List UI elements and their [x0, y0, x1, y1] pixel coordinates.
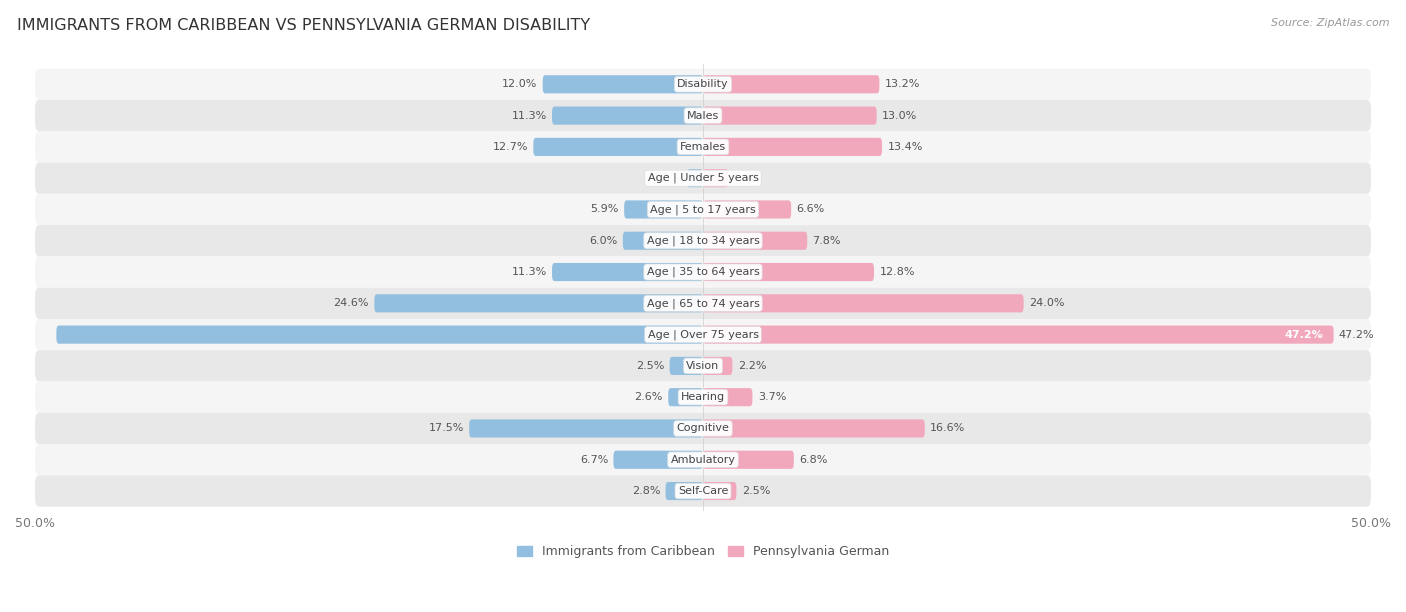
Text: 16.6%: 16.6% — [931, 424, 966, 433]
Text: Age | 35 to 64 years: Age | 35 to 64 years — [647, 267, 759, 277]
Text: 6.7%: 6.7% — [579, 455, 609, 465]
Text: 3.7%: 3.7% — [758, 392, 786, 402]
Text: 12.7%: 12.7% — [492, 142, 529, 152]
FancyBboxPatch shape — [35, 69, 1371, 100]
Text: 6.6%: 6.6% — [797, 204, 825, 214]
Text: Cognitive: Cognitive — [676, 424, 730, 433]
FancyBboxPatch shape — [668, 388, 703, 406]
Text: 6.8%: 6.8% — [799, 455, 828, 465]
Text: Females: Females — [681, 142, 725, 152]
FancyBboxPatch shape — [35, 476, 1371, 507]
Text: 6.0%: 6.0% — [589, 236, 617, 246]
Text: 13.4%: 13.4% — [887, 142, 922, 152]
FancyBboxPatch shape — [35, 319, 1371, 350]
FancyBboxPatch shape — [703, 326, 1334, 344]
Text: Age | 18 to 34 years: Age | 18 to 34 years — [647, 236, 759, 246]
Text: 12.8%: 12.8% — [879, 267, 915, 277]
Text: 24.0%: 24.0% — [1029, 298, 1064, 308]
FancyBboxPatch shape — [703, 232, 807, 250]
FancyBboxPatch shape — [703, 388, 752, 406]
FancyBboxPatch shape — [56, 326, 703, 344]
Legend: Immigrants from Caribbean, Pennsylvania German: Immigrants from Caribbean, Pennsylvania … — [512, 540, 894, 563]
Text: Vision: Vision — [686, 361, 720, 371]
FancyBboxPatch shape — [703, 169, 728, 187]
FancyBboxPatch shape — [553, 106, 703, 125]
FancyBboxPatch shape — [613, 450, 703, 469]
FancyBboxPatch shape — [703, 482, 737, 500]
FancyBboxPatch shape — [470, 419, 703, 438]
FancyBboxPatch shape — [35, 413, 1371, 444]
FancyBboxPatch shape — [35, 163, 1371, 194]
Text: 12.0%: 12.0% — [502, 80, 537, 89]
Text: 47.2%: 47.2% — [1339, 330, 1375, 340]
FancyBboxPatch shape — [703, 357, 733, 375]
FancyBboxPatch shape — [543, 75, 703, 94]
FancyBboxPatch shape — [35, 131, 1371, 163]
FancyBboxPatch shape — [703, 200, 792, 218]
FancyBboxPatch shape — [703, 263, 875, 281]
Text: 47.2%: 47.2% — [1284, 330, 1323, 340]
FancyBboxPatch shape — [623, 232, 703, 250]
FancyBboxPatch shape — [35, 288, 1371, 319]
Text: Source: ZipAtlas.com: Source: ZipAtlas.com — [1271, 18, 1389, 28]
FancyBboxPatch shape — [703, 450, 794, 469]
Text: Disability: Disability — [678, 80, 728, 89]
Text: Age | 5 to 17 years: Age | 5 to 17 years — [650, 204, 756, 215]
Text: 7.8%: 7.8% — [813, 236, 841, 246]
FancyBboxPatch shape — [703, 75, 879, 94]
FancyBboxPatch shape — [35, 444, 1371, 476]
Text: 2.6%: 2.6% — [634, 392, 662, 402]
Text: 2.5%: 2.5% — [742, 486, 770, 496]
FancyBboxPatch shape — [35, 350, 1371, 381]
FancyBboxPatch shape — [553, 263, 703, 281]
Text: 1.2%: 1.2% — [654, 173, 682, 183]
Text: Age | 65 to 74 years: Age | 65 to 74 years — [647, 298, 759, 308]
FancyBboxPatch shape — [688, 169, 703, 187]
Text: Age | Under 5 years: Age | Under 5 years — [648, 173, 758, 184]
Text: Males: Males — [688, 111, 718, 121]
Text: 1.9%: 1.9% — [734, 173, 762, 183]
FancyBboxPatch shape — [35, 194, 1371, 225]
Text: 17.5%: 17.5% — [429, 424, 464, 433]
FancyBboxPatch shape — [703, 294, 1024, 312]
Text: Age | Over 75 years: Age | Over 75 years — [648, 329, 758, 340]
FancyBboxPatch shape — [533, 138, 703, 156]
Text: 13.2%: 13.2% — [884, 80, 920, 89]
Text: 24.6%: 24.6% — [333, 298, 368, 308]
Text: Self-Care: Self-Care — [678, 486, 728, 496]
Text: 2.5%: 2.5% — [636, 361, 664, 371]
Text: 11.3%: 11.3% — [512, 267, 547, 277]
Text: Ambulatory: Ambulatory — [671, 455, 735, 465]
Text: 2.2%: 2.2% — [738, 361, 766, 371]
Text: Hearing: Hearing — [681, 392, 725, 402]
Text: 11.3%: 11.3% — [512, 111, 547, 121]
FancyBboxPatch shape — [35, 225, 1371, 256]
Text: 13.0%: 13.0% — [882, 111, 917, 121]
FancyBboxPatch shape — [703, 419, 925, 438]
FancyBboxPatch shape — [624, 200, 703, 218]
Text: 2.8%: 2.8% — [631, 486, 661, 496]
FancyBboxPatch shape — [703, 138, 882, 156]
FancyBboxPatch shape — [703, 106, 877, 125]
FancyBboxPatch shape — [35, 381, 1371, 413]
FancyBboxPatch shape — [35, 256, 1371, 288]
Text: 5.9%: 5.9% — [591, 204, 619, 214]
FancyBboxPatch shape — [374, 294, 703, 312]
Text: IMMIGRANTS FROM CARIBBEAN VS PENNSYLVANIA GERMAN DISABILITY: IMMIGRANTS FROM CARIBBEAN VS PENNSYLVANI… — [17, 18, 591, 34]
FancyBboxPatch shape — [665, 482, 703, 500]
FancyBboxPatch shape — [669, 357, 703, 375]
FancyBboxPatch shape — [35, 100, 1371, 131]
